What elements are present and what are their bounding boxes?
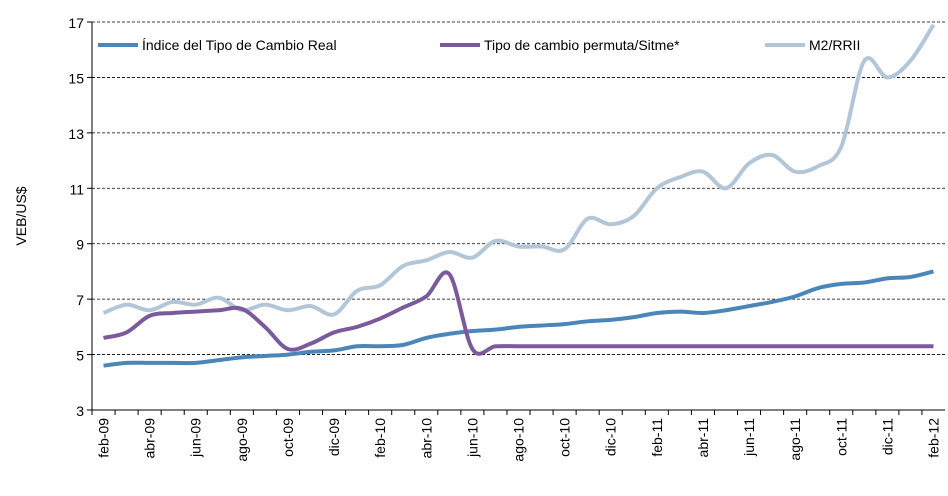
x-tick-label: jun-10 — [464, 418, 480, 458]
x-tick-label: dic-09 — [326, 418, 342, 456]
y-tick-label: 17 — [68, 15, 84, 31]
x-tick-label: dic-11 — [879, 418, 895, 455]
legend-label: M2/RRII — [809, 37, 860, 53]
x-tick-label: oct-11 — [833, 418, 849, 456]
legend-label: Índice del Tipo de Cambio Real — [142, 37, 337, 53]
x-tick-label: feb-11 — [649, 418, 665, 457]
x-tick-label: abr-11 — [695, 418, 711, 458]
y-tick-label: 13 — [68, 126, 84, 142]
y-axis-label: VEB/US$ — [13, 186, 29, 245]
x-tick-label: abr-10 — [418, 418, 434, 459]
x-tick-label: dic-10 — [603, 418, 619, 456]
x-tick-label: feb-10 — [372, 418, 388, 458]
legend-label: Tipo de cambio permuta/Sitme* — [484, 37, 680, 53]
x-tick-label: feb-09 — [96, 418, 112, 458]
x-tick-label: ago-09 — [234, 418, 250, 462]
y-tick-label: 9 — [76, 237, 84, 253]
x-tick-label: feb-12 — [925, 418, 941, 458]
y-tick-label: 15 — [68, 70, 84, 86]
x-tick-label: jun-11 — [741, 418, 757, 457]
x-tick-label: ago-11 — [787, 418, 803, 461]
x-tick-label: ago-10 — [511, 418, 527, 462]
y-tick-label: 11 — [69, 181, 84, 197]
x-tick-label: jun-09 — [188, 418, 204, 458]
y-tick-label: 7 — [76, 292, 84, 308]
y-tick-label: 3 — [76, 403, 84, 419]
y-tick-label: 5 — [76, 348, 84, 364]
series-line — [102, 23, 936, 317]
series-line — [103, 270, 934, 356]
x-tick-label: oct-09 — [280, 418, 296, 457]
x-tick-label: oct-10 — [557, 418, 573, 457]
x-tick-label: abr-09 — [142, 418, 158, 459]
series-line — [103, 269, 934, 368]
